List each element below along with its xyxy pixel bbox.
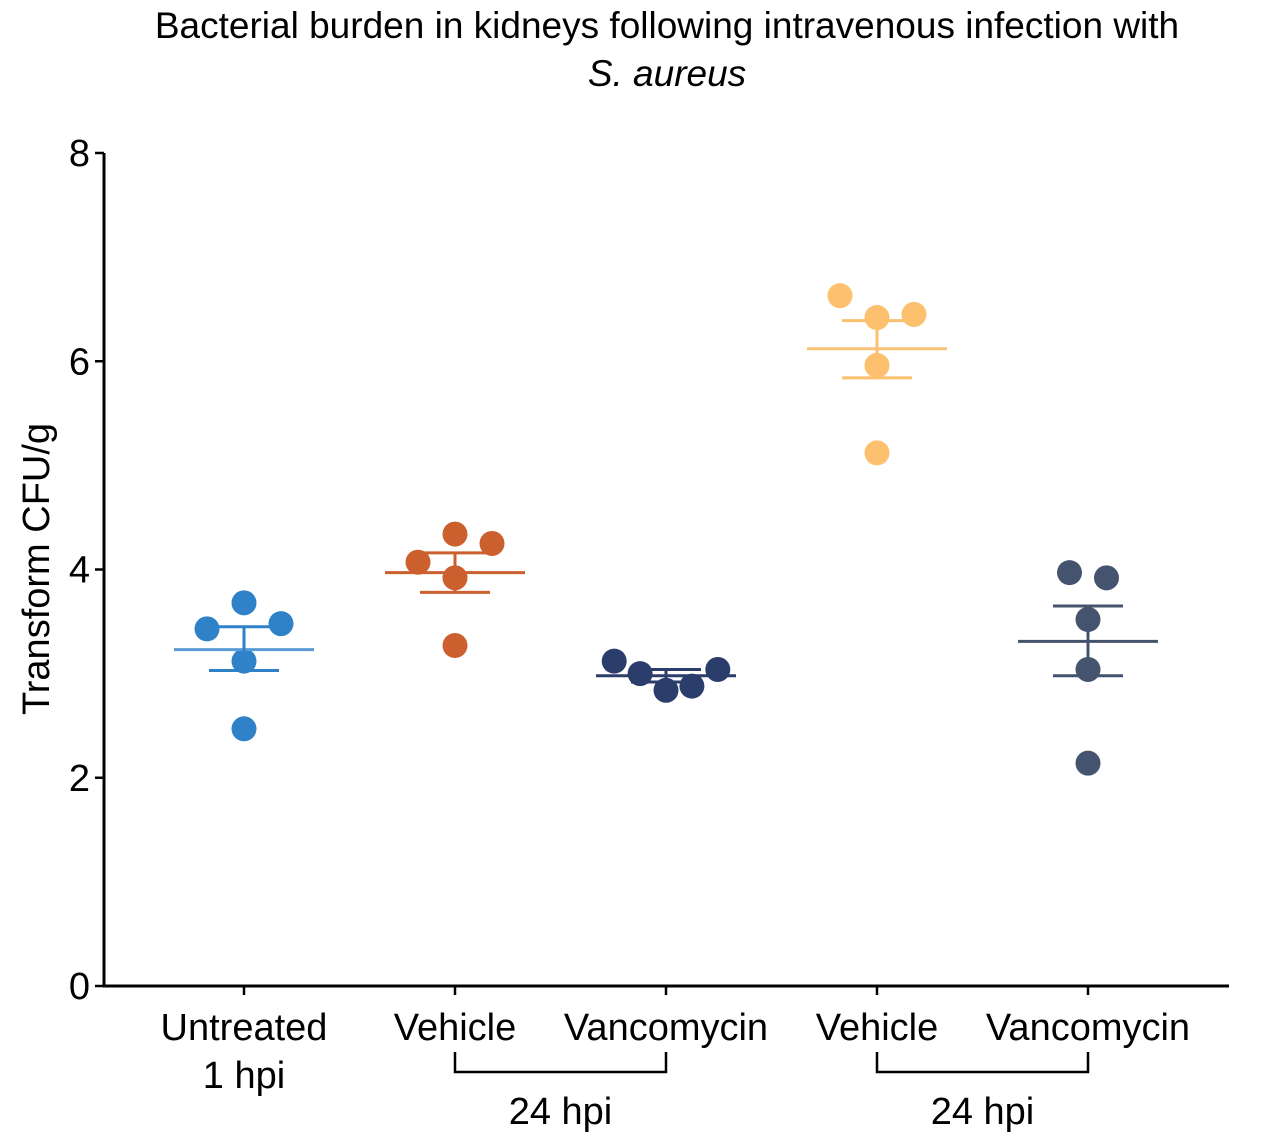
group-bracket-label: 24 hpi xyxy=(509,1091,613,1133)
x-category-label: Vehicle xyxy=(816,1007,939,1049)
group-bracket xyxy=(453,1052,668,1074)
series-group xyxy=(596,648,736,703)
x-category-label: Vancomycin xyxy=(986,1007,1190,1049)
data-point xyxy=(601,648,627,674)
y-tick-label: 0 xyxy=(69,966,90,1008)
x-axis-labels: Untreated 1 hpi Vehicle Vancomycin Vehicle Va… xyxy=(161,1007,1191,1133)
x-category-label: Vancomycin xyxy=(564,1007,768,1049)
y-tick-label: 2 xyxy=(69,758,90,800)
data-point xyxy=(479,530,505,556)
data-point xyxy=(901,301,927,327)
data-point xyxy=(864,305,890,331)
series-group xyxy=(807,283,947,466)
data-point xyxy=(1094,565,1119,591)
axes: 0 2 4 6 8 xyxy=(69,133,1229,1008)
data-point xyxy=(194,616,220,642)
y-tick-label: 6 xyxy=(69,341,90,383)
chart-title: Bacterial burden in kidneys following in… xyxy=(155,5,1179,46)
series-group xyxy=(174,590,314,742)
data-point xyxy=(679,673,705,699)
data-point xyxy=(231,716,257,742)
data-point xyxy=(405,549,431,575)
data-point xyxy=(827,283,853,309)
data-point xyxy=(442,521,468,547)
data-marks xyxy=(174,283,1158,776)
y-axis-label: Transform CFU/g xyxy=(16,423,58,715)
data-point xyxy=(442,633,468,659)
x-category-label: Vehicle xyxy=(394,1007,517,1049)
data-point xyxy=(1057,560,1082,586)
data-point xyxy=(268,611,294,637)
data-point xyxy=(653,677,679,703)
x-category-sublabel: 1 hpi xyxy=(203,1055,285,1097)
y-tick-label: 4 xyxy=(69,550,90,592)
series-group xyxy=(385,521,525,659)
data-point xyxy=(864,440,890,466)
group-bracket-label: 24 hpi xyxy=(931,1091,1035,1133)
group-bracket xyxy=(875,1052,1090,1074)
series-group xyxy=(1018,560,1158,776)
data-point xyxy=(1075,750,1101,776)
chart-subtitle: S. aureus xyxy=(588,53,746,94)
x-category-label: Untreated xyxy=(161,1007,328,1049)
data-point xyxy=(231,590,257,616)
data-point xyxy=(627,661,653,687)
data-point xyxy=(705,656,731,682)
y-tick-label: 8 xyxy=(69,133,90,175)
